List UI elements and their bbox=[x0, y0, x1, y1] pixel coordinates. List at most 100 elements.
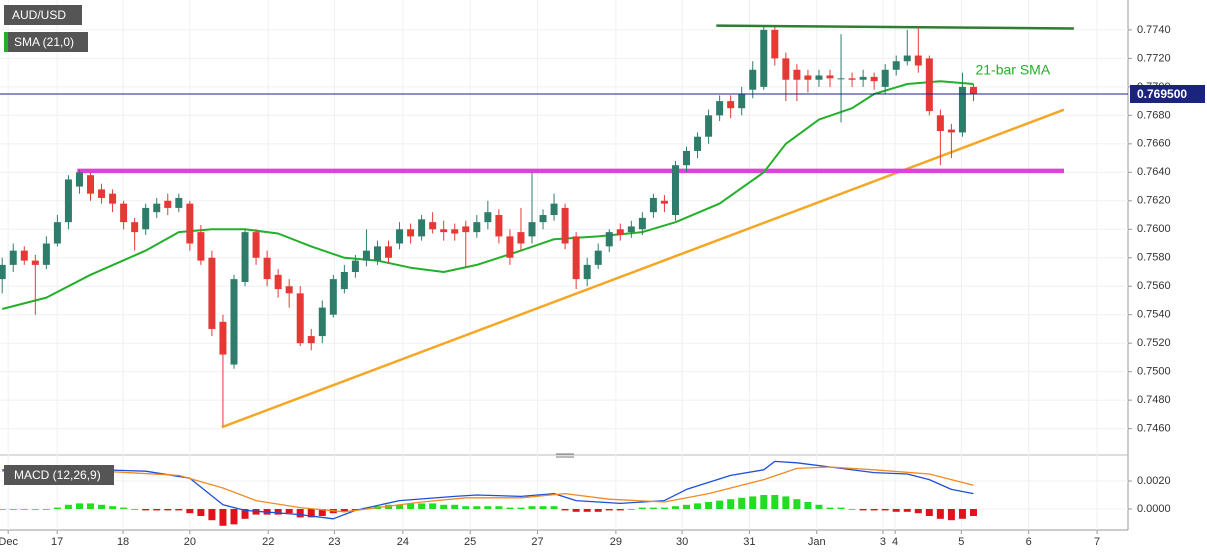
macd-histogram-bar bbox=[418, 503, 426, 509]
candle-body bbox=[859, 76, 867, 80]
macd-histogram-bar bbox=[583, 509, 591, 512]
macd-histogram-bar bbox=[462, 506, 470, 509]
x-tick-label: 7 bbox=[1094, 536, 1100, 548]
macd-histogram-bar bbox=[914, 509, 922, 514]
macd-histogram-bar bbox=[683, 504, 691, 509]
macd-histogram-bar bbox=[517, 507, 525, 509]
x-tick-label: Dec bbox=[0, 536, 18, 548]
macd-histogram-bar bbox=[627, 509, 635, 510]
y-tick-label: 0.0020 bbox=[1137, 475, 1171, 487]
candle-body bbox=[903, 55, 911, 62]
candle-body bbox=[109, 193, 117, 204]
macd-histogram-bar bbox=[826, 507, 834, 509]
candle-body bbox=[572, 236, 580, 280]
candle-body bbox=[120, 203, 128, 223]
macd-histogram-bar bbox=[98, 504, 106, 509]
candle-body bbox=[307, 336, 315, 344]
macd-histogram-bar bbox=[738, 497, 746, 509]
macd-histogram-bar bbox=[671, 506, 679, 509]
macd-histogram-bar bbox=[550, 506, 558, 509]
macd-histogram-bar bbox=[859, 509, 867, 511]
macd-histogram-bar bbox=[947, 509, 955, 521]
y-tick-label: 0.7460 bbox=[1137, 423, 1171, 435]
candle-body bbox=[153, 203, 161, 213]
macd-histogram-bar bbox=[892, 509, 900, 512]
macd-histogram-bar bbox=[881, 509, 889, 511]
macd-histogram-bar bbox=[208, 509, 216, 521]
macd-histogram-bar bbox=[340, 509, 348, 512]
candle-body bbox=[42, 243, 50, 265]
candle-body bbox=[9, 250, 17, 265]
macd-histogram-bar bbox=[958, 509, 966, 519]
candle-body bbox=[418, 219, 426, 237]
candle-body bbox=[219, 321, 227, 355]
candle-body bbox=[230, 279, 238, 365]
candle-body bbox=[31, 260, 39, 265]
x-tick-label: 30 bbox=[676, 536, 688, 548]
macd-histogram-bar bbox=[64, 504, 72, 509]
symbol-tag bbox=[4, 5, 82, 25]
sma-line bbox=[1, 80, 974, 310]
x-tick-label: 20 bbox=[184, 536, 196, 548]
candle-body bbox=[451, 229, 459, 234]
x-tick-label: 31 bbox=[743, 536, 755, 548]
macd-histogram-bar bbox=[495, 506, 503, 509]
candle-body bbox=[727, 101, 735, 109]
macd-histogram-bar bbox=[793, 499, 801, 509]
last-price-tag bbox=[1130, 84, 1205, 103]
macd-line bbox=[2, 460, 974, 520]
macd-histogram-bar bbox=[782, 496, 790, 509]
macd-histogram-bar bbox=[186, 509, 194, 514]
candle-body bbox=[793, 69, 801, 80]
sma-annotation: 21-bar SMA bbox=[975, 62, 1050, 78]
candle-body bbox=[638, 217, 646, 230]
macd-histogram-bar bbox=[539, 506, 547, 509]
macd-histogram-bar bbox=[197, 509, 205, 516]
macd-histogram-bar bbox=[594, 509, 602, 512]
candle-body bbox=[594, 250, 602, 265]
x-tick-label: 24 bbox=[397, 536, 409, 548]
macd-histogram-bar bbox=[804, 502, 812, 509]
candle-body bbox=[517, 232, 525, 244]
candle-body bbox=[0, 264, 6, 280]
macd-histogram-bar bbox=[407, 503, 415, 509]
candle-body bbox=[837, 78, 845, 80]
macd-histogram-bar bbox=[727, 499, 735, 509]
macd-histogram-bar bbox=[109, 506, 117, 509]
macd-histogram-bar bbox=[749, 496, 757, 509]
candle-body bbox=[881, 69, 889, 87]
candle-body bbox=[142, 207, 150, 230]
candle-body bbox=[473, 222, 481, 233]
x-tick-label: 23 bbox=[328, 536, 340, 548]
x-tick-label: 6 bbox=[1026, 536, 1032, 548]
x-tick-label: 5 bbox=[958, 536, 964, 548]
macd-histogram-bar bbox=[318, 509, 326, 516]
macd-histogram-bar bbox=[142, 509, 150, 511]
macd-histogram-bar bbox=[20, 509, 28, 510]
macd-histogram-bar bbox=[396, 504, 404, 509]
macd-histogram-bar bbox=[385, 504, 393, 509]
macd-histogram-bar bbox=[660, 507, 668, 509]
macd-histogram-bar bbox=[716, 500, 724, 509]
candle-body bbox=[87, 175, 95, 194]
x-tick-label: 4 bbox=[892, 536, 898, 548]
y-tick-label: 0.7680 bbox=[1137, 109, 1171, 121]
candle-body bbox=[550, 203, 558, 216]
candle-body bbox=[462, 226, 470, 233]
y-tick-label: 0.7500 bbox=[1137, 366, 1171, 378]
macd-histogram-bar bbox=[230, 509, 238, 525]
macd-histogram-bar bbox=[351, 509, 359, 511]
x-tick-label: 25 bbox=[464, 536, 476, 548]
candle-body bbox=[848, 78, 856, 80]
indicator-label: SMA (21,0) bbox=[14, 35, 74, 49]
candle-body bbox=[208, 257, 216, 329]
candle-body bbox=[804, 75, 812, 80]
candle-body bbox=[175, 197, 183, 208]
y-tick-label: 0.7740 bbox=[1137, 24, 1171, 36]
y-tick-label: 0.7660 bbox=[1137, 138, 1171, 150]
macd-histogram-bar bbox=[936, 509, 944, 519]
macd-histogram-bar bbox=[307, 509, 315, 518]
